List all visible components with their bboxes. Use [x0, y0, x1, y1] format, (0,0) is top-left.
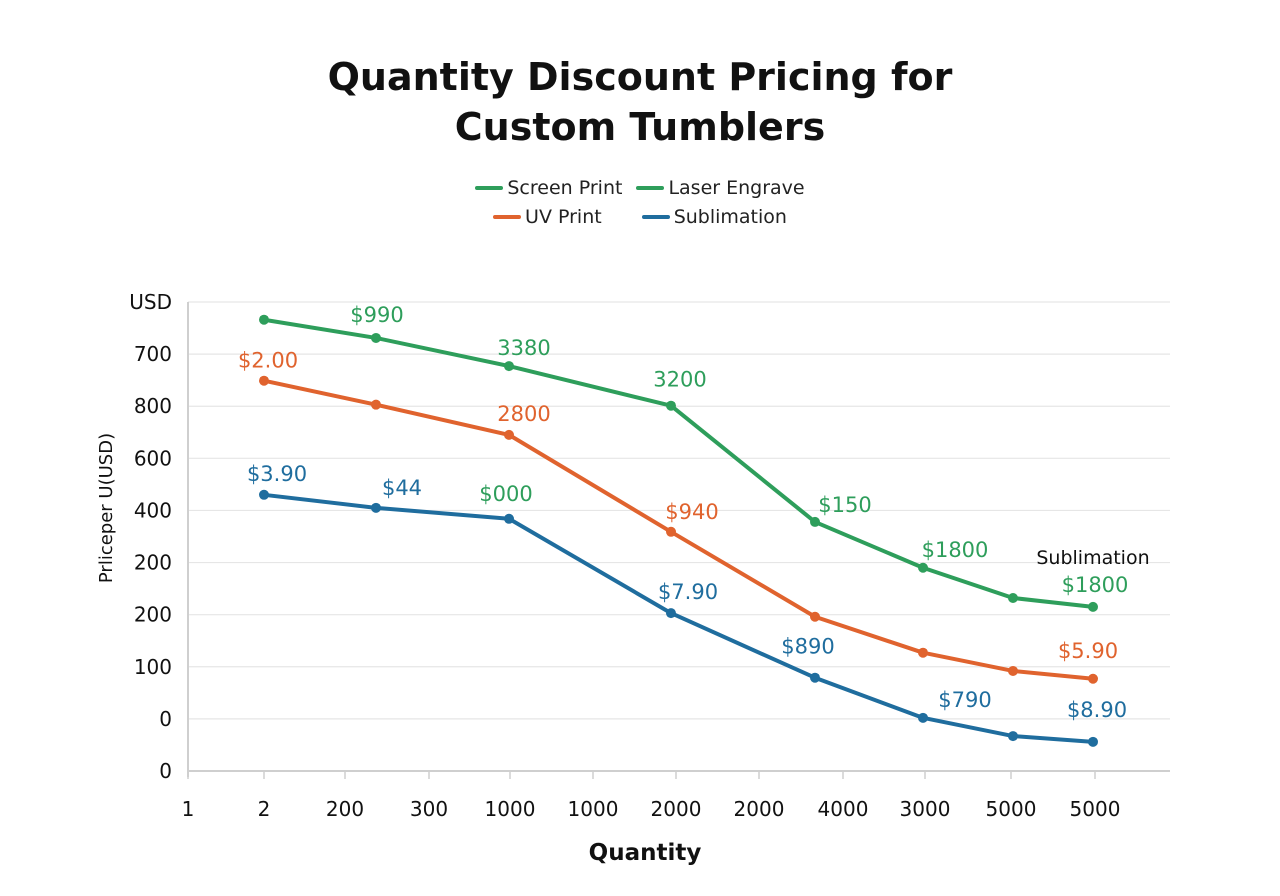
data-point-uv-print — [918, 647, 928, 658]
data-point-sublimation — [918, 712, 928, 723]
legend-row-2: UV Print Sublimation — [0, 206, 1280, 228]
x-tick-label: 1000 — [485, 797, 536, 821]
data-point-sublimation — [1088, 736, 1098, 747]
data-label-screen-print: 3200 — [653, 368, 706, 392]
data-label-uv-print: 2800 — [497, 402, 550, 426]
x-tick-label: 2000 — [651, 797, 702, 821]
data-point-uv-print — [259, 375, 269, 386]
x-tick-label: 1 — [182, 797, 195, 821]
legend-item-uv-print: UV Print — [493, 206, 602, 228]
data-label-sublimation: $000 — [479, 482, 532, 506]
legend-label: UV Print — [525, 206, 602, 228]
data-point-uv-print — [371, 399, 381, 410]
y-tick-label: 100 — [134, 655, 172, 679]
series-line-sublimation — [263, 492, 1094, 744]
x-tick-label: 300 — [410, 797, 448, 821]
legend-swatch — [636, 186, 665, 190]
legend-label: Screen Print — [507, 177, 623, 199]
legend-item-laser-engrave: Laser Engrave — [636, 177, 805, 199]
y-tick-label: 400 — [134, 498, 172, 522]
chart-title-line-2: Custom Tumblers — [454, 105, 826, 149]
data-point-uv-print — [504, 429, 514, 440]
x-tick-label: 5000 — [986, 797, 1037, 821]
data-point-uv-print — [1088, 673, 1098, 684]
data-label-sublimation: $790 — [938, 688, 991, 712]
legend-item-screen-print: Screen Print — [475, 177, 622, 199]
data-point-uv-print — [666, 526, 676, 537]
data-label-screen-print: $990 — [350, 303, 403, 327]
data-label-sublimation: $7.90 — [658, 580, 718, 604]
x-tick-label: 1000 — [568, 797, 619, 821]
x-tick-label: 200 — [326, 797, 364, 821]
data-label-sublimation: $44 — [382, 476, 422, 500]
data-point-screen-print — [371, 332, 381, 343]
x-tick-label: 5000 — [1070, 797, 1121, 821]
series-line-screen-print — [263, 317, 1094, 609]
data-point-sublimation — [504, 513, 514, 524]
y-tick-label: 0 — [159, 707, 172, 731]
data-label-sublimation: $3.90 — [247, 462, 307, 486]
x-tick-label: 2000 — [734, 797, 785, 821]
data-point-screen-print — [1088, 601, 1098, 612]
legend-item-sublimation: Sublimation — [641, 206, 787, 228]
data-point-sublimation — [371, 502, 381, 513]
x-tick-label: 2 — [258, 797, 271, 821]
data-label-sublimation: $8.90 — [1067, 698, 1127, 722]
data-label-uv-print: $2.00 — [238, 349, 298, 373]
legend-label: Sublimation — [673, 206, 787, 228]
data-label-screen-print: 3380 — [497, 336, 550, 360]
data-point-screen-print — [918, 562, 928, 573]
data-point-sublimation — [810, 672, 820, 683]
data-point-uv-print — [810, 611, 820, 622]
data-label-uv-print: $5.90 — [1058, 639, 1118, 663]
data-point-screen-print — [810, 516, 820, 527]
y-axis-title: Prliceper U(USD) — [96, 433, 117, 583]
data-label-uv-print: $940 — [665, 500, 718, 524]
data-label-screen-print: $1800 — [922, 538, 989, 562]
y-tick-label: 200 — [134, 603, 172, 627]
legend-row-1: Screen Print Laser Engrave — [0, 177, 1280, 199]
series-line-uv-print — [263, 378, 1094, 681]
data-label-screen-print: $150 — [818, 493, 871, 517]
legend-swatch — [641, 215, 670, 219]
x-tick-label: 4000 — [818, 797, 869, 821]
data-point-uv-print — [1008, 665, 1018, 676]
data-point-screen-print — [666, 400, 676, 411]
data-point-screen-print — [1008, 592, 1018, 603]
data-label-screen-print: $1800 — [1062, 573, 1129, 597]
data-label-sublimation: $890 — [781, 635, 834, 659]
data-point-sublimation — [666, 608, 676, 619]
x-axis-title: Quantity — [589, 840, 702, 866]
chart-title-line-1: Quantity Discount Pricing for — [327, 55, 953, 99]
legend-swatch — [493, 215, 522, 219]
y-tick-label: 0 — [159, 759, 172, 783]
data-point-sublimation — [1008, 731, 1018, 742]
legend-label: Laser Engrave — [668, 177, 805, 199]
y-tick-label: USD — [129, 290, 172, 314]
data-point-sublimation — [259, 489, 269, 500]
y-tick-label: 600 — [134, 446, 172, 470]
y-tick-label: 700 — [134, 342, 172, 366]
annotation-label: Sublimation — [1036, 547, 1149, 569]
legend-swatch — [475, 186, 504, 190]
data-point-screen-print — [504, 361, 514, 372]
y-tick-label: 200 — [134, 551, 172, 575]
x-tick-label: 3000 — [900, 797, 951, 821]
y-tick-label: 800 — [134, 394, 172, 418]
data-point-screen-print — [259, 314, 269, 325]
